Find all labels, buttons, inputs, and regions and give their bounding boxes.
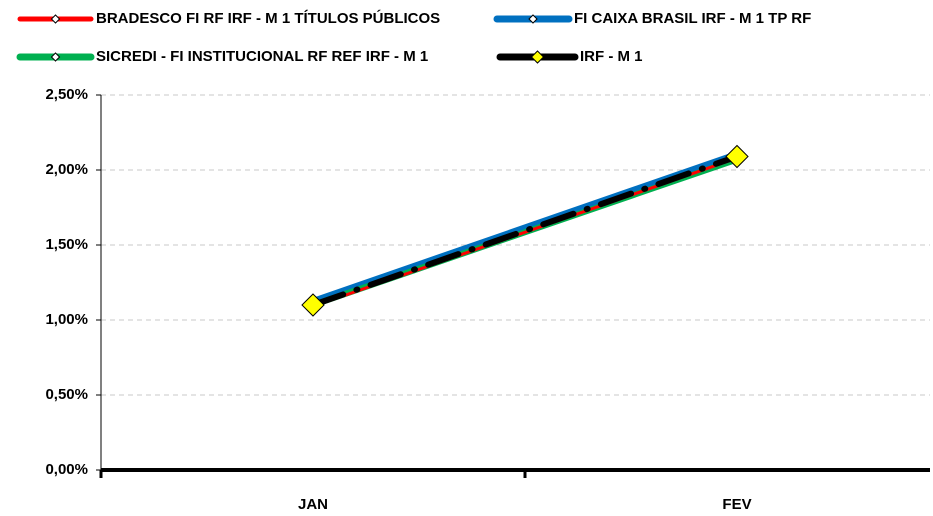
legend-marker — [530, 50, 545, 64]
legend-label: IRF - M 1 — [580, 48, 643, 65]
legend-marker — [50, 14, 61, 24]
y-tick-label: 2,00% — [45, 161, 88, 178]
legend-marker — [528, 14, 538, 24]
x-tick-label: FEV — [722, 496, 751, 513]
data-point — [725, 144, 749, 169]
series-line — [310, 153, 740, 308]
y-tick-label: 2,50% — [45, 86, 88, 103]
y-tick-label: 0,50% — [45, 386, 88, 403]
y-tick-label: 1,00% — [45, 311, 88, 328]
legend-label: SICREDI - FI INSTITUCIONAL RF REF IRF - … — [96, 48, 428, 65]
y-tick-label: 1,50% — [45, 236, 88, 253]
legend-marker — [50, 52, 61, 62]
x-tick-label: JAN — [298, 496, 328, 513]
legend-label: FI CAIXA BRASIL IRF - M 1 TP RF — [574, 10, 811, 27]
legend-label: BRADESCO FI RF IRF - M 1 TÍTULOS PÚBLICO… — [96, 9, 440, 27]
y-tick-label: 0,00% — [45, 461, 88, 478]
data-point — [301, 293, 325, 317]
